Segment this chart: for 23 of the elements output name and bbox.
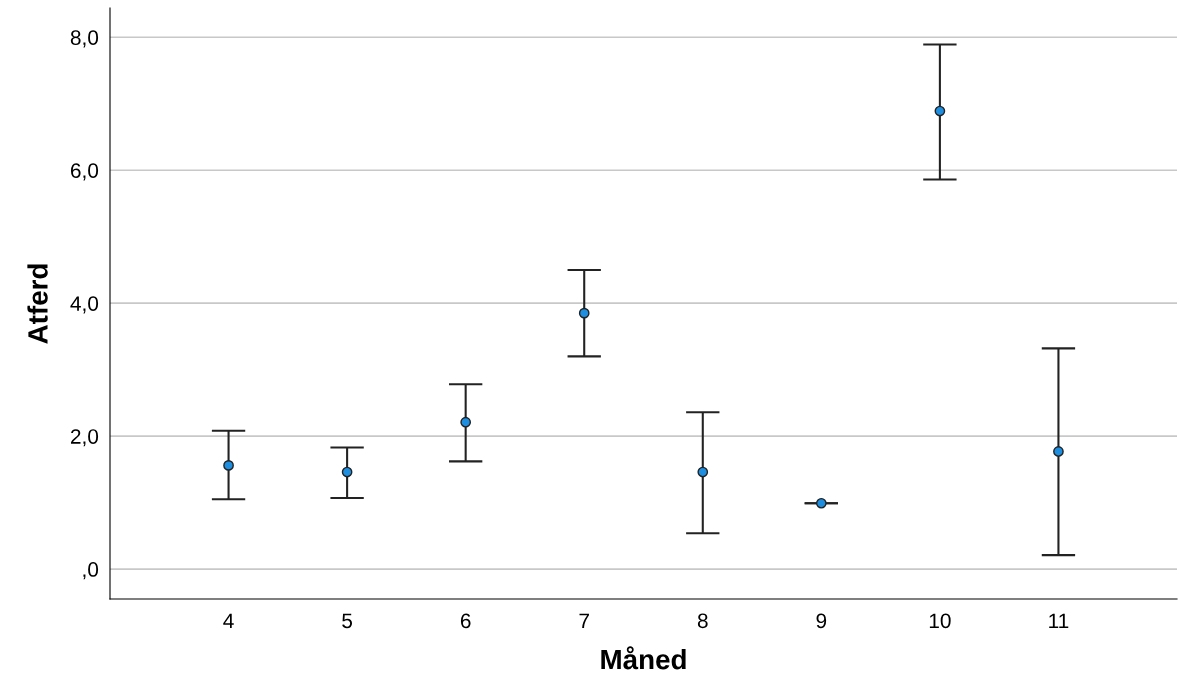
y-tick-label: 4,0	[70, 296, 99, 314]
point	[341, 466, 353, 478]
point	[460, 416, 472, 428]
y-axis-title: Atferd	[27, 264, 48, 344]
point	[815, 497, 827, 509]
y-tick-label: ,0	[83, 562, 99, 580]
x-tick-label: 6	[460, 613, 471, 629]
x-tick-label: 5	[342, 613, 353, 629]
y-tick-label: 8,0	[70, 30, 99, 48]
x-tick-label: 9	[816, 613, 827, 629]
x-tick-label: 4	[223, 613, 234, 628]
y-tick-label: 2,0	[70, 429, 99, 447]
point	[934, 105, 946, 117]
x-tick-label: 7	[579, 613, 589, 628]
x-axis-title: Måned	[601, 646, 686, 670]
x-tick-label: 10	[929, 613, 951, 629]
point	[223, 460, 234, 471]
x-tick-label: 8	[697, 613, 708, 629]
y-tick-label: 6,0	[70, 163, 99, 181]
x-tick-label: 11	[1049, 613, 1069, 628]
point	[578, 307, 590, 319]
point	[1053, 446, 1064, 457]
point	[697, 466, 709, 478]
